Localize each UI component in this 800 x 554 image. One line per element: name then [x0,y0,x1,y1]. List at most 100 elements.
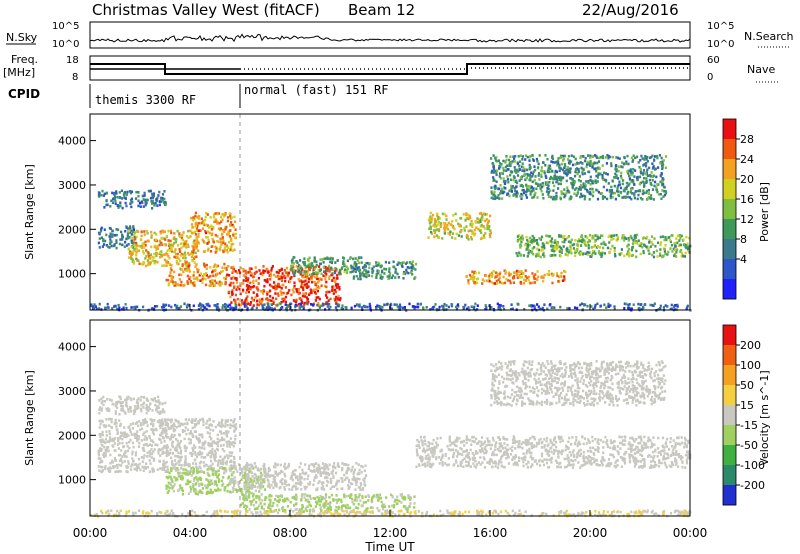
velocity-echo-cell [243,474,246,477]
power-echo-cell [393,265,396,269]
power-echo-cell [197,308,200,311]
power-echo-cell [492,176,495,179]
power-echo-cell [664,166,667,170]
power-echo-cell [230,221,233,224]
velocity-echo-cell [193,425,196,429]
power-echo-cell [218,247,221,251]
power-echo-cell [127,231,130,234]
power-echo-cell [573,243,576,246]
velocity-echo-cell [158,424,161,427]
velocity-echo-cell [172,435,175,439]
power-echo-cell [438,217,441,220]
power-echo-cell [180,236,183,240]
power-echo-cell [185,235,188,238]
power-echo-cell [536,247,539,251]
velocity-echo-cell [216,464,219,467]
power-echo-cell [194,245,197,249]
power-echo-cell [552,160,555,164]
power-echo-cell [627,236,630,240]
velocity-echo-cell [221,448,224,451]
power-echo-cell [653,184,656,188]
power-echo-cell [499,184,502,187]
power-echo-cell [221,229,224,232]
power-echo-cell [417,305,420,309]
power-echo-cell [402,261,405,264]
power-echo-cell [302,261,305,264]
velocity-echo-cell [147,409,150,412]
power-echo-cell [297,292,300,295]
power-echo-cell [624,186,627,190]
power-echo-cell [529,250,532,253]
power-echo-cell [441,212,444,216]
power-echo-cell [277,294,280,297]
power-echo-cell [534,191,537,195]
velocity-echo-cell [216,484,219,487]
power-echo-cell [97,231,101,235]
power-echo-cell [456,303,460,306]
power-echo-cell [184,267,187,271]
power-echo-cell [601,195,605,198]
power-echo-cell [352,257,355,261]
power-echo-cell [467,306,470,309]
power-echo-cell [490,271,494,275]
velocity-echo-cell [141,427,144,431]
power-echo-cell [268,283,272,287]
power-echo-cell [518,164,521,168]
power-echo-cell [652,304,655,308]
power-echo-cell [251,285,254,289]
power-echo-cell [494,169,497,173]
power-echo-cell [284,295,288,299]
power-echo-cell [465,212,468,215]
velocity-echo-cell [141,465,144,469]
power-echo-cell [167,283,170,287]
velocity-echo-cell [174,454,177,458]
power-echo-cell [519,194,522,198]
velocity-echo-cell [131,452,134,456]
power-echo-cell [549,254,552,258]
power-echo-cell [428,222,432,225]
velocity-echo-cell [149,403,152,406]
power-echo-cell [438,227,441,231]
velocity-echo-cell [234,434,237,438]
power-echo-cell [452,214,455,217]
power-echo-cell [297,269,300,272]
velocity-echo-cell [141,419,145,422]
power-echo-cell [452,226,455,229]
power-echo-cell [540,249,543,252]
power-echo-cell [404,272,407,276]
power-echo-cell [483,279,486,283]
power-colorbar-tick: 12 [740,213,754,226]
power-echo-cell [317,281,320,284]
velocity-echo-cell [201,491,204,494]
power-echo-cell [619,190,623,194]
power-echo-cell [408,266,411,270]
power-echo-cell [656,183,659,186]
velocity-echo-cell [217,473,220,476]
power-echo-cell [338,286,341,289]
power-echo-cell [601,234,604,238]
power-echo-cell [538,307,541,310]
velocity-echo-cell [206,468,209,471]
power-echo-cell [118,306,121,310]
power-echo-cell [500,172,503,175]
power-echo-cell [227,232,230,236]
power-echo-cell [262,269,265,272]
power-echo-cell [307,280,310,284]
power-echo-cell [127,243,130,246]
power-echo-cell [188,262,191,265]
velocity-echo-cell [125,432,128,436]
power-echo-cell [119,238,122,241]
power-echo-cell [195,227,199,230]
power-echo-cell [453,227,456,231]
power-echo-cell [283,297,286,301]
power-echo-cell [532,304,535,308]
power-echo-cell [116,307,119,311]
power-echo-cell [244,275,247,278]
velocity-echo-cell [183,461,186,465]
freq-trace [90,63,690,75]
velocity-echo-cell [104,453,107,456]
power-echo-cell [192,277,195,280]
power-echo-cell [380,277,383,280]
velocity-echo-cell [205,426,208,429]
velocity-echo-cell [116,400,119,404]
